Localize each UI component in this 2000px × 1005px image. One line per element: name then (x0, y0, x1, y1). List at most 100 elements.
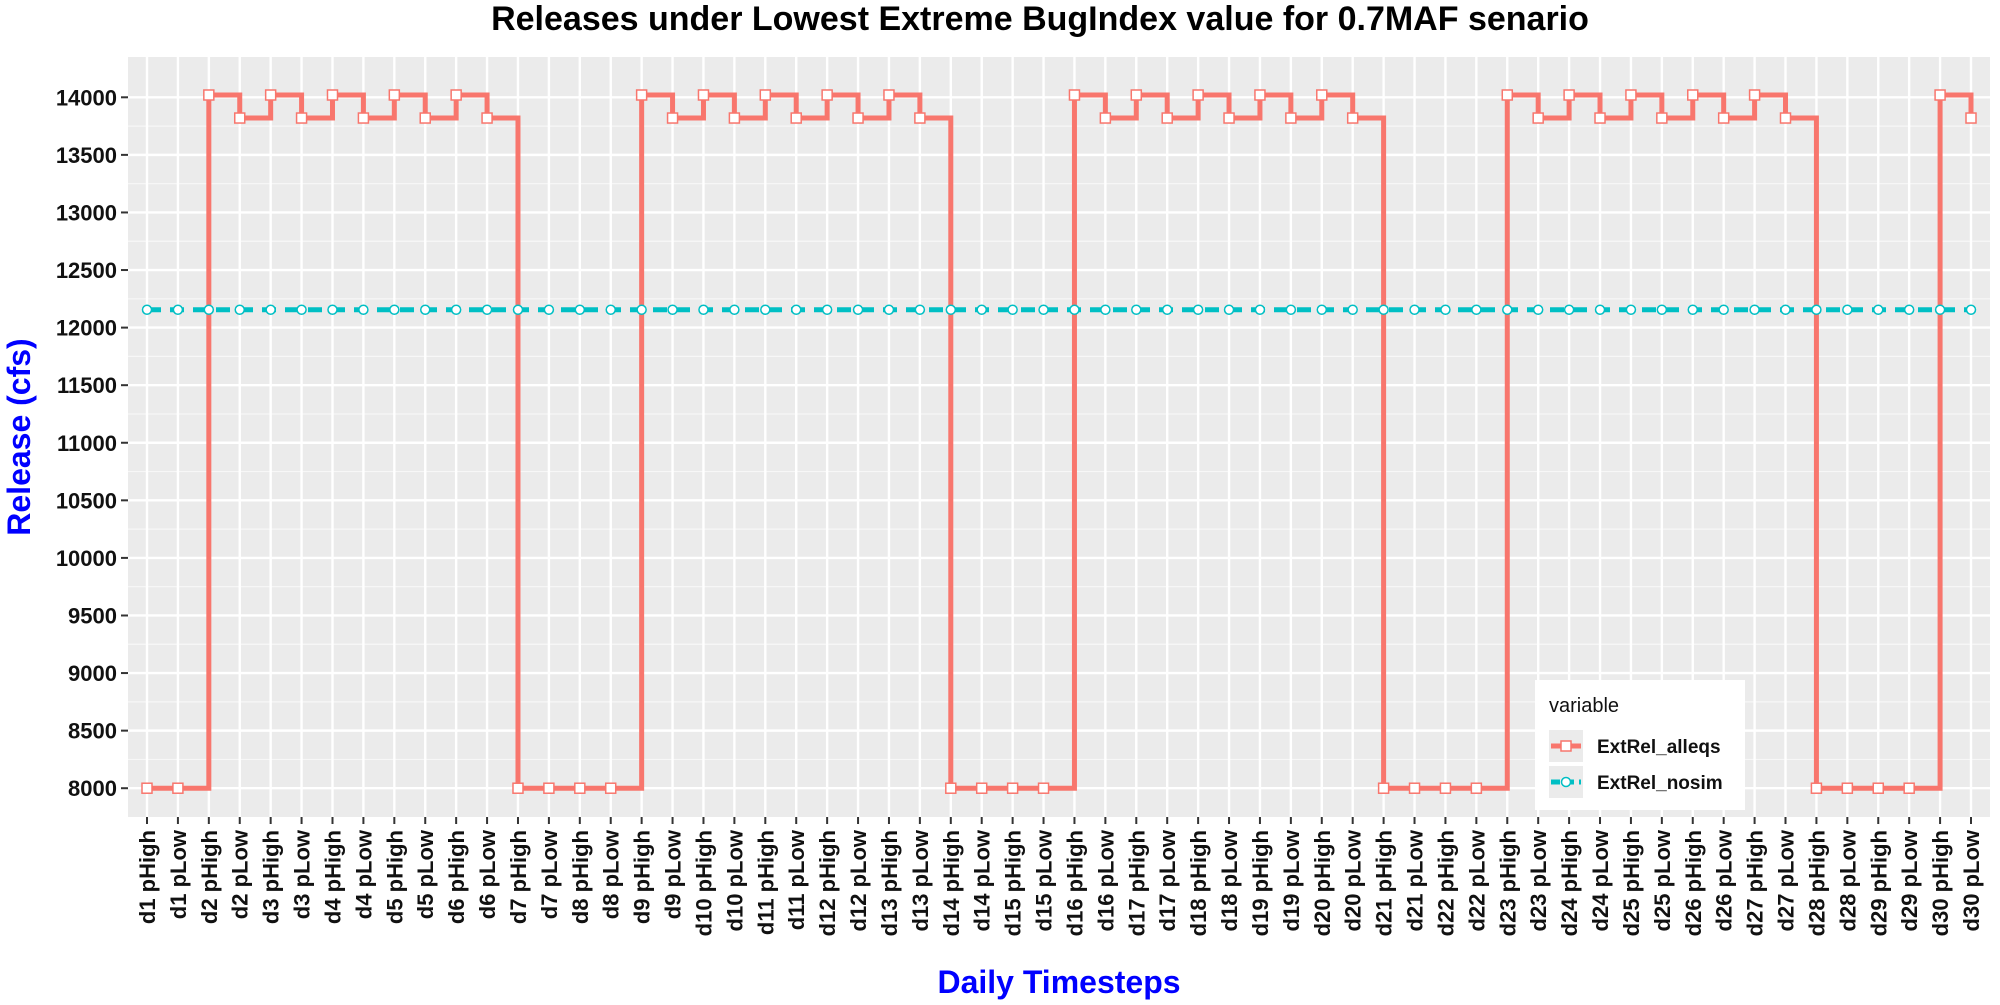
data-point (203, 304, 215, 316)
x-tick-label: d17 pHigh (1124, 830, 1149, 936)
data-point (419, 112, 431, 124)
data-point (790, 112, 802, 124)
legend-label: ExtRel_nosim (1597, 773, 1723, 794)
data-point (759, 89, 772, 101)
data-point (543, 304, 555, 316)
data-point (975, 782, 988, 794)
data-point (1717, 112, 1730, 124)
data-point (1779, 112, 1792, 124)
data-point (1130, 89, 1143, 101)
legend-key-marker (1560, 776, 1572, 788)
x-tick-label: d4 pLow (351, 829, 376, 919)
x-tick-label: d29 pHigh (1866, 830, 1891, 936)
data-point (1903, 304, 1915, 316)
x-tick-label: d22 pLow (1464, 829, 1489, 931)
data-point (1563, 304, 1575, 316)
data-point (1223, 304, 1235, 316)
x-tick-label: d23 pLow (1526, 829, 1551, 931)
data-point (1563, 89, 1575, 101)
data-point (821, 304, 833, 316)
x-tick-label: d23 pHigh (1495, 830, 1520, 936)
data-point (1161, 304, 1173, 316)
data-point (295, 112, 308, 124)
x-tick-label: d2 pHigh (197, 830, 222, 924)
data-point (1316, 304, 1328, 316)
x-tick-label: d20 pHigh (1310, 830, 1335, 936)
x-axis-title: Daily Timesteps (937, 964, 1180, 1000)
x-tick-label: d28 pHigh (1804, 830, 1829, 936)
x-tick-label: d13 pLow (908, 829, 933, 931)
x-tick-label: d2 pLow (228, 829, 253, 919)
x-tick-label: d13 pHigh (877, 830, 902, 936)
data-point (1316, 89, 1328, 101)
data-point (666, 112, 679, 124)
data-point (419, 304, 431, 316)
data-point (141, 782, 153, 794)
series-line (147, 92, 1974, 791)
data-point (976, 304, 987, 316)
x-tick-label: d7 pHigh (506, 830, 531, 924)
data-point (141, 304, 153, 316)
data-point (1965, 112, 1977, 124)
data-point (1625, 304, 1637, 316)
data-point (883, 89, 895, 101)
data-point (327, 304, 338, 316)
data-point (1285, 112, 1297, 124)
data-point (1841, 782, 1854, 794)
data-point (1934, 89, 1946, 101)
data-point (481, 304, 493, 316)
y-tick-label: 11500 (57, 373, 117, 398)
data-point (945, 782, 957, 794)
data-point (821, 89, 833, 101)
x-tick-label: d25 pHigh (1619, 830, 1644, 936)
series-layer (141, 89, 1977, 794)
data-point (172, 304, 184, 316)
x-tick-label: d9 pLow (661, 829, 686, 919)
data-point (667, 304, 678, 316)
data-point (1377, 782, 1390, 794)
x-tick-label: d27 pHigh (1743, 830, 1768, 936)
x-tick-label: d11 pHigh (753, 830, 778, 935)
x-tick-label: d1 pLow (166, 829, 191, 919)
x-tick-label: d6 pHigh (444, 830, 469, 924)
x-tick-label: d21 pLow (1403, 829, 1428, 931)
x-tick-label: d14 pLow (970, 829, 995, 931)
x-tick-label: d1 pHigh (135, 830, 160, 924)
x-tick-label: d26 pLow (1712, 829, 1737, 931)
x-tick-label: d15 pHigh (1001, 830, 1026, 936)
data-point (265, 304, 276, 316)
data-point (1285, 304, 1297, 316)
data-point (1161, 112, 1173, 124)
data-point (1872, 782, 1885, 794)
data-point (326, 89, 339, 101)
data-point (1409, 304, 1420, 316)
data-point (388, 89, 401, 101)
data-point (543, 782, 555, 794)
data-point (1594, 304, 1606, 316)
data-point (1903, 782, 1915, 794)
data-point (1625, 89, 1637, 101)
x-tick-label: d21 pHigh (1372, 830, 1397, 936)
x-tick-label: d27 pLow (1774, 829, 1799, 931)
x-tick-label: d12 pHigh (815, 830, 840, 936)
data-point (234, 304, 245, 316)
y-tick-label: 9000 (68, 661, 117, 686)
data-point (1532, 112, 1544, 124)
data-point (1471, 304, 1482, 316)
y-tick-label: 14000 (56, 85, 117, 110)
x-tick-label: d8 pLow (599, 829, 624, 919)
x-tick-label: d4 pHigh (320, 830, 345, 924)
data-point (945, 304, 957, 316)
data-point (1811, 304, 1822, 316)
data-point (1100, 304, 1111, 316)
x-tick-label: d3 pHigh (259, 830, 284, 924)
data-point (264, 89, 277, 101)
x-tick-label: d6 pLow (475, 829, 500, 919)
data-point (1934, 304, 1946, 316)
x-tick-label: d30 pHigh (1928, 830, 1953, 936)
data-point (1007, 304, 1018, 316)
data-point (1470, 782, 1483, 794)
data-point (1069, 304, 1080, 316)
data-point (512, 782, 524, 794)
